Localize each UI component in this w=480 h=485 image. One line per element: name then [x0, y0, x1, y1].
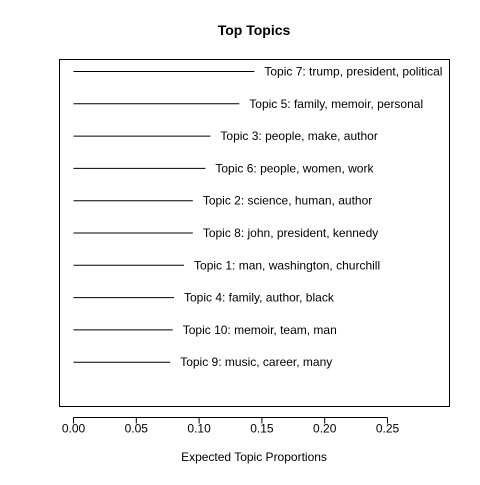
- bar-label: Topic 6: people, women, work: [215, 161, 374, 175]
- x-tick-label: 0.20: [313, 422, 337, 436]
- x-tick-label: 0.05: [125, 422, 149, 436]
- bar-label: Topic 3: people, make, author: [220, 129, 377, 143]
- bars-group: [73, 71, 255, 363]
- bar-label: Topic 7: trump, president, political: [264, 65, 442, 79]
- x-ticks-group: 0.00 0.05 0.10 0.15 0.20 0.25: [62, 417, 400, 436]
- x-tick-label: 0.00: [62, 422, 86, 436]
- x-tick-label: 0.15: [250, 422, 274, 436]
- x-tick-label: 0.25: [376, 422, 400, 436]
- x-axis: 0.00 0.05 0.10 0.15 0.20 0.25: [62, 417, 400, 436]
- bar-label: Topic 8: john, president, kennedy: [203, 226, 378, 240]
- bar-label: Topic 9: music, career, many: [180, 355, 332, 369]
- bar-labels-group: Topic 7: trump, president, political Topi…: [180, 65, 442, 370]
- x-tick-label: 0.10: [187, 422, 211, 436]
- x-axis-label: Expected Topic Proportions: [181, 450, 327, 464]
- bar-label: Topic 1: man, washington, churchill: [194, 258, 380, 272]
- plot-frame: [59, 59, 450, 407]
- bar-label: Topic 10: memoir, team, man: [183, 323, 337, 337]
- bar-label: Topic 2: science, human, author: [203, 194, 372, 208]
- bar-label: Topic 4: family, author, black: [184, 291, 335, 305]
- chart-title: Top Topics: [218, 22, 291, 38]
- bar-label: Topic 5: family, memoir, personal: [249, 97, 423, 111]
